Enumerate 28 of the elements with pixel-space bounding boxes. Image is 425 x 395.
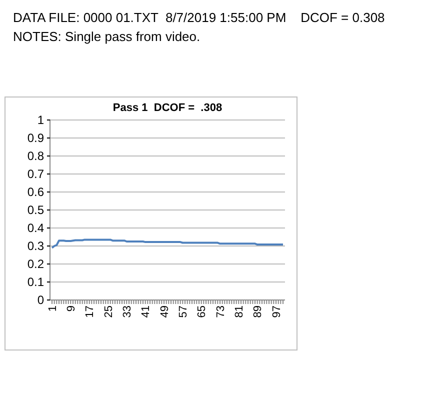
y-tick-label: 0 bbox=[37, 292, 44, 307]
x-tick-label: 57 bbox=[178, 306, 190, 318]
x-tick-label: 41 bbox=[140, 306, 152, 318]
y-tick-label: 1 bbox=[37, 112, 44, 127]
chart-title: Pass 1 DCOF = .308 bbox=[112, 102, 222, 114]
y-tick-label: 0.5 bbox=[27, 202, 44, 217]
y-tick-label: 0.7 bbox=[27, 166, 44, 181]
x-tick-label: 65 bbox=[196, 306, 208, 318]
y-tick-label: 0.6 bbox=[27, 184, 44, 199]
y-tick-label: 0.2 bbox=[27, 256, 44, 271]
x-tick-label: 9 bbox=[66, 306, 78, 312]
text: NOTES: Single pass from video. bbox=[13, 29, 200, 44]
y-tick-label: 0.9 bbox=[27, 130, 44, 145]
x-tick-label: 73 bbox=[214, 306, 227, 318]
text: DATA FILE: 0000 01.TXT 8/7/2019 1:55:00 PM DCOF = 0.308 bbox=[13, 10, 385, 25]
line-series bbox=[51, 238, 284, 249]
y-tick-label: 0.3 bbox=[27, 238, 44, 253]
x-tick-label: 1 bbox=[46, 306, 59, 312]
y-tick-label: 0.4 bbox=[27, 220, 44, 235]
y-tick-label: 0.8 bbox=[27, 148, 44, 163]
x-tick-label: 89 bbox=[252, 306, 264, 318]
x-tick-label: 17 bbox=[84, 306, 96, 318]
x-tick-label: 25 bbox=[102, 306, 115, 318]
x-tick-label: 49 bbox=[158, 306, 171, 318]
x-tick-label: 33 bbox=[122, 306, 134, 318]
x-tick-label: 97 bbox=[270, 306, 283, 318]
y-tick-label: 0.1 bbox=[27, 274, 44, 289]
x-tick-label: 81 bbox=[234, 306, 246, 318]
